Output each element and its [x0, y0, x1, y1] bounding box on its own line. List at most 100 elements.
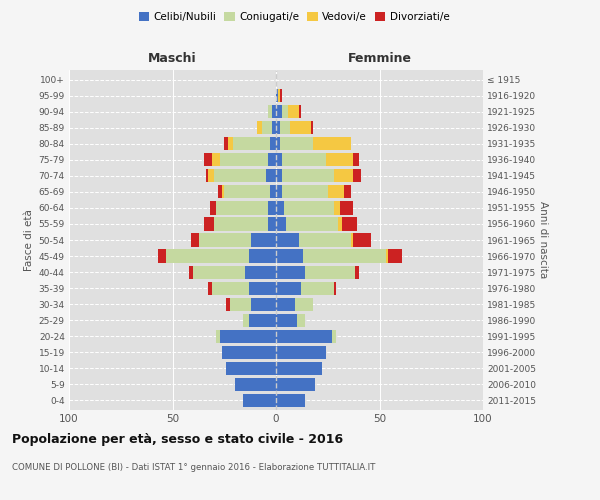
- Bar: [276, 314, 296, 327]
- Bar: [208, 170, 214, 182]
- Bar: [212, 153, 220, 166]
- Bar: [276, 121, 280, 134]
- Legend: Celibi/Nubili, Coniugati/e, Vedovi/e, Divorziati/e: Celibi/Nubili, Coniugati/e, Vedovi/e, Di…: [134, 8, 454, 26]
- Bar: [203, 218, 214, 230]
- Bar: [313, 137, 350, 150]
- Text: Popolazione per età, sesso e stato civile - 2016: Popolazione per età, sesso e stato civil…: [12, 432, 343, 446]
- Bar: [193, 266, 245, 278]
- Bar: [326, 153, 353, 166]
- Bar: [268, 153, 276, 166]
- Bar: [214, 218, 268, 230]
- Bar: [278, 89, 280, 102]
- Bar: [270, 137, 276, 150]
- Bar: [276, 202, 284, 214]
- Bar: [229, 137, 233, 150]
- Bar: [222, 186, 224, 198]
- Bar: [290, 121, 311, 134]
- Bar: [334, 170, 353, 182]
- Bar: [270, 186, 276, 198]
- Bar: [216, 330, 220, 343]
- Bar: [233, 137, 270, 150]
- Bar: [276, 153, 282, 166]
- Y-axis label: Fasce di età: Fasce di età: [25, 209, 34, 271]
- Bar: [206, 170, 208, 182]
- Bar: [249, 250, 276, 262]
- Bar: [276, 105, 282, 118]
- Bar: [251, 298, 276, 310]
- Bar: [203, 153, 212, 166]
- Bar: [276, 346, 326, 359]
- Bar: [353, 153, 359, 166]
- Bar: [276, 266, 305, 278]
- Bar: [296, 314, 305, 327]
- Bar: [299, 234, 350, 246]
- Bar: [334, 202, 340, 214]
- Bar: [222, 346, 276, 359]
- Bar: [208, 282, 212, 294]
- Bar: [276, 170, 282, 182]
- Bar: [212, 282, 249, 294]
- Bar: [276, 394, 305, 407]
- Bar: [282, 186, 328, 198]
- Bar: [353, 234, 371, 246]
- Text: COMUNE DI POLLONE (BI) - Dati ISTAT 1° gennaio 2016 - Elaborazione TUTTITALIA.IT: COMUNE DI POLLONE (BI) - Dati ISTAT 1° g…: [12, 462, 376, 471]
- Bar: [276, 378, 316, 391]
- Bar: [282, 153, 326, 166]
- Bar: [166, 250, 249, 262]
- Bar: [340, 202, 353, 214]
- Bar: [282, 105, 289, 118]
- Bar: [286, 218, 338, 230]
- Bar: [276, 282, 301, 294]
- Bar: [220, 153, 268, 166]
- Bar: [276, 250, 303, 262]
- Bar: [268, 105, 272, 118]
- Bar: [226, 298, 230, 310]
- Text: Femmine: Femmine: [347, 52, 412, 65]
- Bar: [224, 186, 270, 198]
- Bar: [272, 105, 276, 118]
- Bar: [276, 218, 286, 230]
- Bar: [249, 314, 276, 327]
- Bar: [218, 186, 222, 198]
- Bar: [299, 105, 301, 118]
- Bar: [266, 170, 276, 182]
- Bar: [243, 314, 249, 327]
- Bar: [214, 170, 266, 182]
- Bar: [276, 186, 282, 198]
- Bar: [272, 121, 276, 134]
- Bar: [243, 394, 276, 407]
- Bar: [224, 137, 229, 150]
- Bar: [280, 89, 282, 102]
- Bar: [334, 282, 336, 294]
- Bar: [344, 186, 350, 198]
- Bar: [268, 202, 276, 214]
- Bar: [282, 170, 334, 182]
- Bar: [262, 121, 272, 134]
- Bar: [289, 105, 299, 118]
- Bar: [276, 137, 280, 150]
- Bar: [235, 378, 276, 391]
- Bar: [280, 137, 313, 150]
- Bar: [303, 250, 386, 262]
- Bar: [305, 266, 355, 278]
- Bar: [301, 282, 334, 294]
- Text: Maschi: Maschi: [148, 52, 197, 65]
- Bar: [268, 218, 276, 230]
- Bar: [276, 330, 332, 343]
- Bar: [276, 298, 295, 310]
- Bar: [276, 362, 322, 375]
- Bar: [355, 266, 359, 278]
- Bar: [338, 218, 342, 230]
- Bar: [249, 282, 276, 294]
- Bar: [350, 234, 353, 246]
- Bar: [280, 121, 290, 134]
- Bar: [245, 266, 276, 278]
- Bar: [342, 218, 357, 230]
- Bar: [210, 202, 216, 214]
- Bar: [332, 330, 336, 343]
- Bar: [220, 330, 276, 343]
- Bar: [189, 266, 193, 278]
- Bar: [328, 186, 344, 198]
- Bar: [311, 121, 313, 134]
- Bar: [295, 298, 313, 310]
